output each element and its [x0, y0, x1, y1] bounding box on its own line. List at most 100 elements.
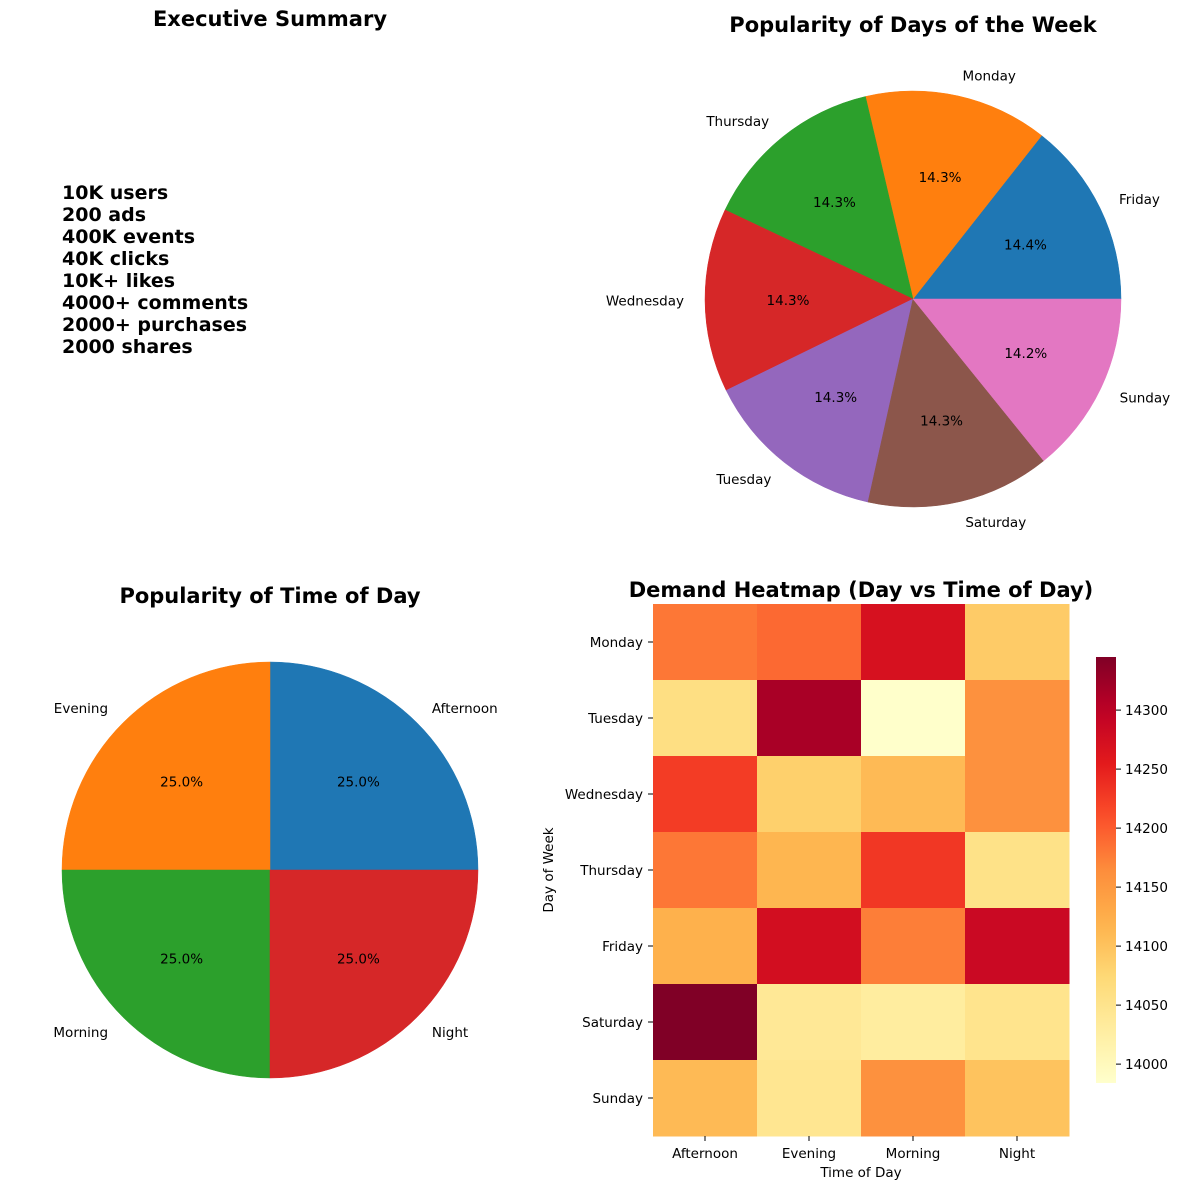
heatmap-cell-friday-afternoon — [653, 908, 758, 985]
pie-slice-saturday — [867, 298, 1045, 508]
pie-percent-label: 25.0% — [160, 775, 203, 791]
summary-line: 200 ads — [62, 204, 146, 226]
heatmap-cell-sunday-afternoon — [653, 1060, 758, 1137]
pie-label: Tuesday — [715, 472, 771, 488]
pie-slice-evening — [61, 661, 271, 871]
pie-percent-label: 14.3% — [919, 170, 962, 186]
x-tick-label: Afternoon — [672, 1146, 738, 1162]
summary-line: 2000+ purchases — [62, 314, 247, 336]
heatmap-cell-thursday-evening — [757, 832, 862, 909]
pie-slice-afternoon — [269, 661, 479, 871]
heatmap-xlabel: Time of Day — [819, 1165, 901, 1181]
heatmap-cell-wednesday-night — [965, 756, 1070, 833]
heatmap-cell-sunday-morning — [861, 1060, 966, 1137]
pie-label: Thursday — [705, 114, 769, 130]
heatmap-cell-thursday-night — [965, 832, 1070, 909]
pie-slice-sunday — [912, 298, 1122, 462]
heatmap-title: Demand Heatmap (Day vs Time of Day) — [629, 578, 1094, 602]
heatmap-chart: Demand Heatmap (Day vs Time of Day) Time… — [541, 578, 1168, 1181]
pie-chart-days: Popularity of Days of the Week Friday 14.… — [606, 13, 1170, 531]
colorbar — [1096, 657, 1116, 1083]
pie-slice-night — [269, 869, 479, 1079]
pie-slice-thursday — [724, 96, 914, 300]
y-tick-label: Friday — [602, 939, 643, 955]
summary-line: 4000+ comments — [62, 292, 248, 314]
pie-percent-label: 25.0% — [337, 775, 380, 791]
heatmap-cell-sunday-night — [965, 1060, 1070, 1137]
heatmap-cell-saturday-afternoon — [653, 984, 758, 1061]
pie-slice-wednesday — [704, 209, 914, 391]
y-tick-label: Saturday — [582, 1015, 643, 1031]
colorbar-tick-label: 14000 — [1125, 1057, 1168, 1073]
pie-percent-label: 14.3% — [813, 195, 856, 211]
summary-line: 40K clicks — [62, 248, 169, 270]
heatmap-cell-monday-afternoon — [653, 604, 758, 681]
summary-line: 10K users — [62, 182, 168, 204]
heatmap-cell-tuesday-morning — [861, 680, 966, 757]
y-tick-label: Monday — [590, 635, 643, 651]
executive-summary-title: Executive Summary — [153, 7, 387, 31]
heatmap-cell-friday-evening — [757, 908, 862, 985]
heatmap-cell-saturday-evening — [757, 984, 862, 1061]
heatmap-cell-friday-morning — [861, 908, 966, 985]
pie-label: Night — [432, 1025, 468, 1041]
summary-line: 2000 shares — [62, 336, 193, 358]
heatmap-cell-thursday-afternoon — [653, 832, 758, 909]
pie-percent-label: 14.3% — [767, 293, 810, 309]
pie-label: Evening — [54, 701, 108, 717]
x-tick-label: Morning — [886, 1146, 941, 1162]
pie-label: Monday — [963, 68, 1016, 84]
heatmap-cell-sunday-evening — [757, 1060, 862, 1137]
pie-label: Wednesday — [606, 293, 684, 309]
pie-label: Friday — [1119, 192, 1160, 208]
heatmap-cell-thursday-morning — [861, 832, 966, 909]
heatmap-cell-tuesday-night — [965, 680, 1070, 757]
pie-label: Afternoon — [432, 701, 498, 717]
pie-label: Morning — [53, 1025, 108, 1041]
summary-line: 10K+ likes — [62, 270, 175, 292]
colorbar-tick-label: 14050 — [1125, 998, 1168, 1014]
heatmap-cell-monday-morning — [861, 604, 966, 681]
pie-time-title: Popularity of Time of Day — [119, 584, 420, 608]
heatmap-cell-tuesday-afternoon — [653, 680, 758, 757]
y-tick-label: Thursday — [579, 863, 643, 879]
heatmap-cell-monday-night — [965, 604, 1070, 681]
heatmap-cell-saturday-night — [965, 984, 1070, 1061]
colorbar-tick-label: 14300 — [1125, 703, 1168, 719]
heatmap-ylabel: Day of Week — [541, 827, 557, 912]
pie-days-title: Popularity of Days of the Week — [729, 13, 1097, 37]
heatmap-cell-tuesday-evening — [757, 680, 862, 757]
y-tick-label: Tuesday — [587, 711, 643, 727]
pie-percent-label: 14.3% — [814, 390, 857, 406]
pie-percent-label: 14.2% — [1004, 346, 1047, 362]
pie-percent-label: 14.3% — [920, 414, 963, 430]
heatmap-cell-monday-evening — [757, 604, 862, 681]
heatmap-cell-wednesday-afternoon — [653, 756, 758, 833]
pie-percent-label: 25.0% — [160, 951, 203, 967]
colorbar-tick-label: 14100 — [1125, 939, 1168, 955]
heatmap-cell-saturday-morning — [861, 984, 966, 1061]
summary-line: 400K events — [62, 226, 195, 248]
heatmap-cell-wednesday-morning — [861, 756, 966, 833]
heatmap-cell-friday-night — [965, 908, 1070, 985]
colorbar-tick-label: 14150 — [1125, 880, 1168, 896]
y-tick-label: Sunday — [592, 1091, 643, 1107]
pie-label: Sunday — [1120, 391, 1171, 407]
pie-percent-label: 14.4% — [1004, 237, 1047, 253]
pie-slice-morning — [61, 869, 271, 1079]
y-tick-label: Wednesday — [565, 787, 643, 803]
colorbar-tick-label: 14200 — [1125, 821, 1168, 837]
pie-percent-label: 25.0% — [337, 951, 380, 967]
colorbar-tick-label: 14250 — [1125, 762, 1168, 778]
heatmap-cell-wednesday-evening — [757, 756, 862, 833]
x-tick-label: Evening — [782, 1146, 836, 1162]
x-tick-label: Night — [999, 1146, 1035, 1162]
pie-chart-time-of-day: Popularity of Time of Day Afternoon 25.0%… — [53, 584, 498, 1079]
pie-slice-monday — [865, 90, 1043, 300]
pie-slice-tuesday — [725, 298, 914, 503]
pie-slice-friday — [912, 135, 1122, 300]
pie-label: Saturday — [965, 515, 1026, 531]
